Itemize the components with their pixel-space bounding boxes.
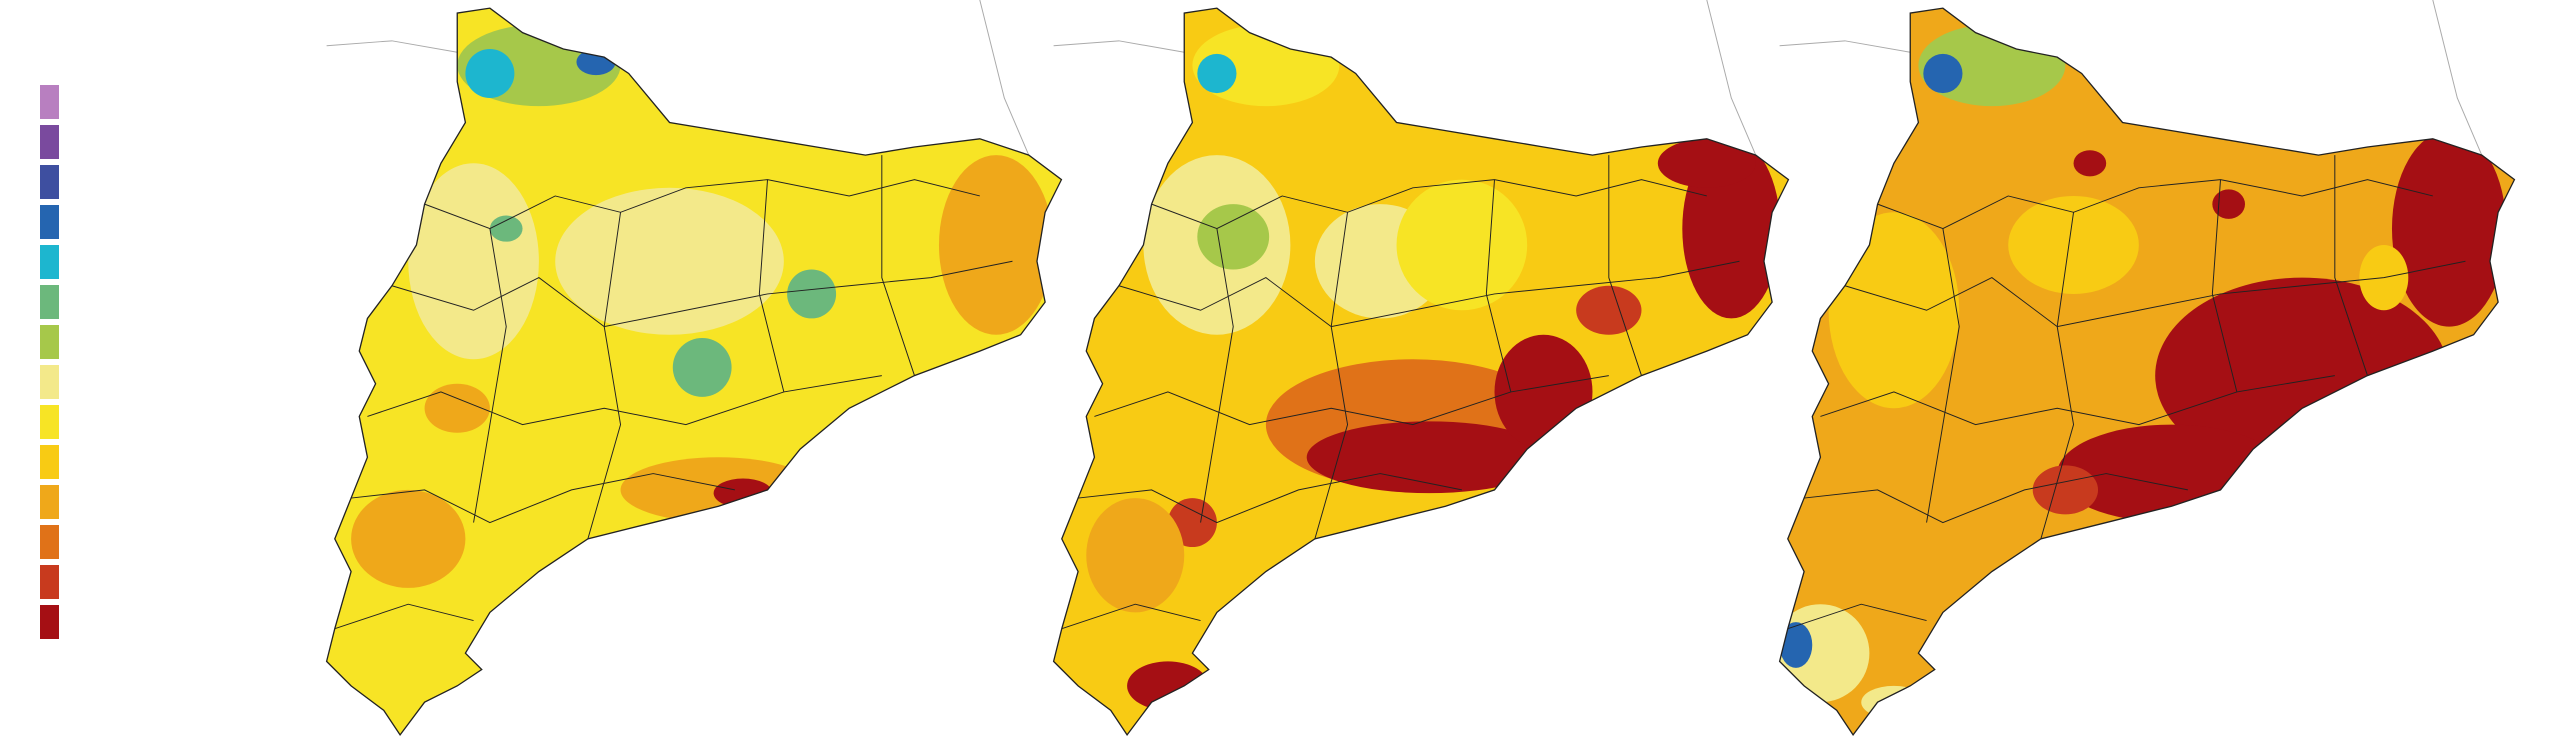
legend-swatch xyxy=(40,285,59,319)
legend-swatch xyxy=(40,445,59,479)
map-panel xyxy=(1778,0,2516,736)
legend-swatch xyxy=(40,405,59,439)
legend-swatch xyxy=(40,325,59,359)
legend-swatch xyxy=(40,565,59,599)
legend-swatch xyxy=(40,165,59,199)
legend-swatch xyxy=(40,605,59,639)
legend-swatch xyxy=(40,205,59,239)
map-panel xyxy=(1052,0,1790,736)
map-panel xyxy=(325,0,1063,736)
legend-swatch xyxy=(40,245,59,279)
legend-swatch xyxy=(40,485,59,519)
legend-swatch xyxy=(40,525,59,559)
legend-swatch xyxy=(40,365,59,399)
legend-swatch xyxy=(40,125,59,159)
legend xyxy=(40,85,59,639)
legend-swatch xyxy=(40,85,59,119)
